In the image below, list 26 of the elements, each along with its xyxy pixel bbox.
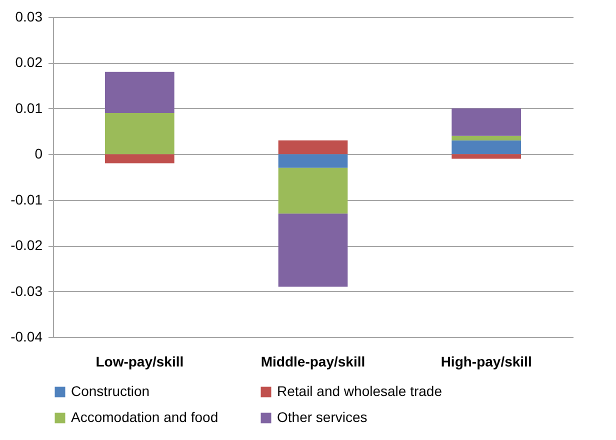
y-tick-label: 0.01 [15, 100, 43, 116]
x-tick-label: Low-pay/skill [96, 354, 184, 370]
legend-label: Construction [71, 383, 150, 399]
bar [452, 136, 521, 140]
y-tick-label: -0.04 [10, 328, 43, 344]
bar [105, 154, 174, 164]
x-tick-label: High-pay/skill [440, 354, 532, 370]
bar [452, 108, 521, 136]
y-tick-label: -0.01 [10, 191, 43, 208]
bar [105, 72, 174, 113]
y-tick-label: -0.02 [10, 237, 43, 254]
bar [452, 154, 521, 159]
bar [278, 140, 348, 154]
bar [278, 214, 348, 287]
legend-label: Accomodation and food [71, 409, 218, 425]
bar [452, 140, 521, 154]
x-tick-label: Middle-pay/skill [260, 354, 366, 370]
y-tick-label: 0.02 [15, 54, 43, 70]
y-tick-label: -0.03 [10, 282, 43, 299]
y-tick-label: 0.03 [15, 8, 43, 24]
bar [278, 168, 348, 214]
legend-label: Retail and wholesale trade [277, 383, 442, 399]
bar [278, 154, 348, 168]
bar [105, 113, 174, 154]
legend-label: Other services [277, 409, 368, 425]
y-tick-label: 0 [34, 146, 43, 162]
